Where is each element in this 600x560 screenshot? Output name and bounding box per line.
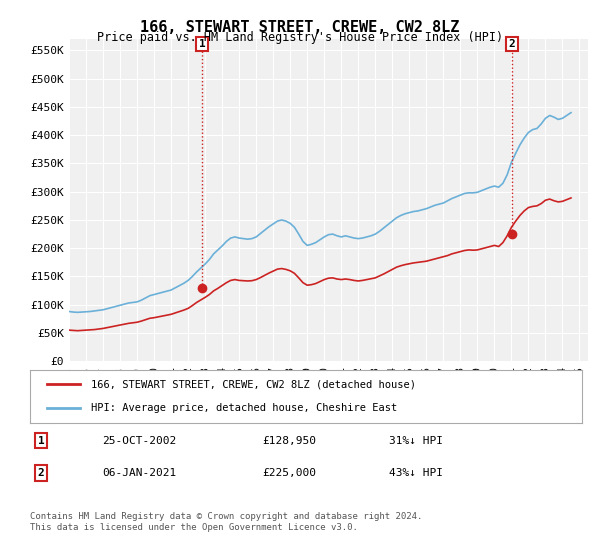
- Text: 25-OCT-2002: 25-OCT-2002: [102, 436, 176, 446]
- Text: Price paid vs. HM Land Registry's House Price Index (HPI): Price paid vs. HM Land Registry's House …: [97, 31, 503, 44]
- Text: 06-JAN-2021: 06-JAN-2021: [102, 468, 176, 478]
- Text: 2: 2: [509, 39, 515, 49]
- Text: 1: 1: [38, 436, 44, 446]
- Text: £225,000: £225,000: [262, 468, 316, 478]
- Text: 166, STEWART STREET, CREWE, CW2 8LZ: 166, STEWART STREET, CREWE, CW2 8LZ: [140, 20, 460, 35]
- Text: 2: 2: [38, 468, 44, 478]
- Text: 43%↓ HPI: 43%↓ HPI: [389, 468, 443, 478]
- Text: Contains HM Land Registry data © Crown copyright and database right 2024.
This d: Contains HM Land Registry data © Crown c…: [30, 512, 422, 532]
- Text: £128,950: £128,950: [262, 436, 316, 446]
- Text: 31%↓ HPI: 31%↓ HPI: [389, 436, 443, 446]
- Text: 1: 1: [199, 39, 205, 49]
- Text: 166, STEWART STREET, CREWE, CW2 8LZ (detached house): 166, STEWART STREET, CREWE, CW2 8LZ (det…: [91, 380, 416, 390]
- Text: HPI: Average price, detached house, Cheshire East: HPI: Average price, detached house, Ches…: [91, 403, 397, 413]
